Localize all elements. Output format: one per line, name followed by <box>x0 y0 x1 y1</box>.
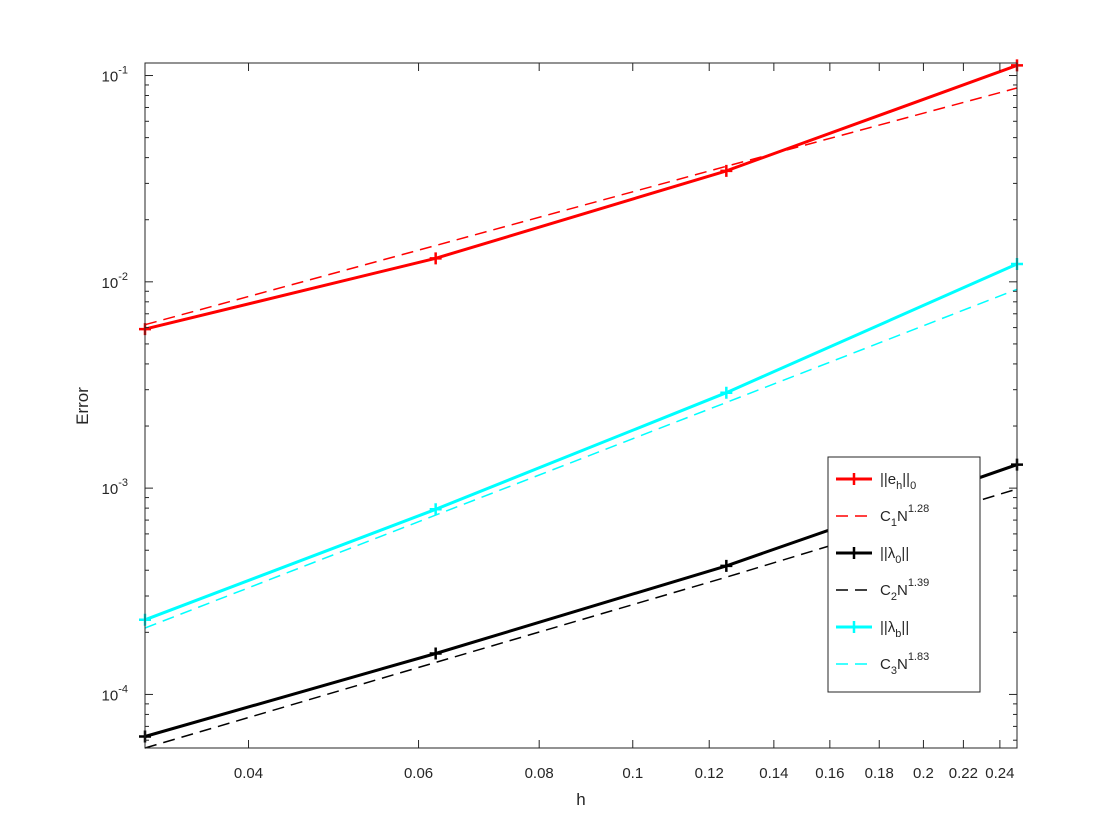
series-layer <box>139 59 1023 749</box>
x-tick-label: 0.18 <box>865 765 894 782</box>
legend-label-c1: C1N1.28 <box>880 503 929 529</box>
legend-label-c3: C3N1.83 <box>880 651 929 677</box>
legend-marker-eh <box>848 473 860 485</box>
axes-frame <box>144 62 1018 749</box>
x-axis-ticks: 0.04 0.06 0.08 0.1 0.12 0.14 0.16 0.18 0.2 0.22 0.… <box>234 63 1014 782</box>
x-tick-label: 0.1 <box>622 765 643 782</box>
y-tick-label: 10-4 <box>102 683 128 704</box>
legend-marker-lb <box>848 621 860 633</box>
legend-label-l0: ||λ0|| <box>880 545 909 566</box>
data-point-eh-2 <box>720 164 733 177</box>
x-tick-label: 0.14 <box>759 765 788 782</box>
y-tick-label: 10-1 <box>102 65 128 86</box>
x-tick-label: 0.2 <box>913 765 934 782</box>
y-axis-label: Error <box>73 387 92 425</box>
y-axis-ticks: 10-4 10-3 10-2 10-1 <box>102 65 1017 741</box>
legend-marker-l0 <box>848 547 860 559</box>
series-line-lb <box>144 262 1018 622</box>
series-line-c3 <box>144 288 1018 629</box>
y-tick-label: 10-3 <box>102 477 128 498</box>
legend-box <box>827 456 981 693</box>
data-point-l0-1 <box>429 647 442 660</box>
x-tick-label: 0.12 <box>695 765 724 782</box>
y-tick-label: 10-2 <box>102 271 128 292</box>
x-tick-label: 0.24 <box>985 765 1014 782</box>
x-tick-label: 0.16 <box>815 765 844 782</box>
legend: ||eh||0 C1N1.28 ||λ0|| C2N1.39 ||λb|| C3N1.83 <box>827 456 981 693</box>
data-point-lb-1 <box>429 503 442 516</box>
legend-label-eh: ||eh||0 <box>880 471 916 492</box>
x-tick-label: 0.06 <box>404 765 433 782</box>
data-point-l0-2 <box>720 559 733 572</box>
data-point-lb-2 <box>720 386 733 399</box>
x-axis-label: h <box>576 790 585 809</box>
legend-label-lb: ||λb|| <box>880 619 909 640</box>
x-tick-label: 0.04 <box>234 765 263 782</box>
legend-label-c2: C2N1.39 <box>880 577 929 603</box>
series-line-eh <box>144 63 1018 331</box>
x-tick-label: 0.08 <box>525 765 554 782</box>
x-tick-label: 0.22 <box>949 765 978 782</box>
data-point-eh-1 <box>429 252 442 265</box>
